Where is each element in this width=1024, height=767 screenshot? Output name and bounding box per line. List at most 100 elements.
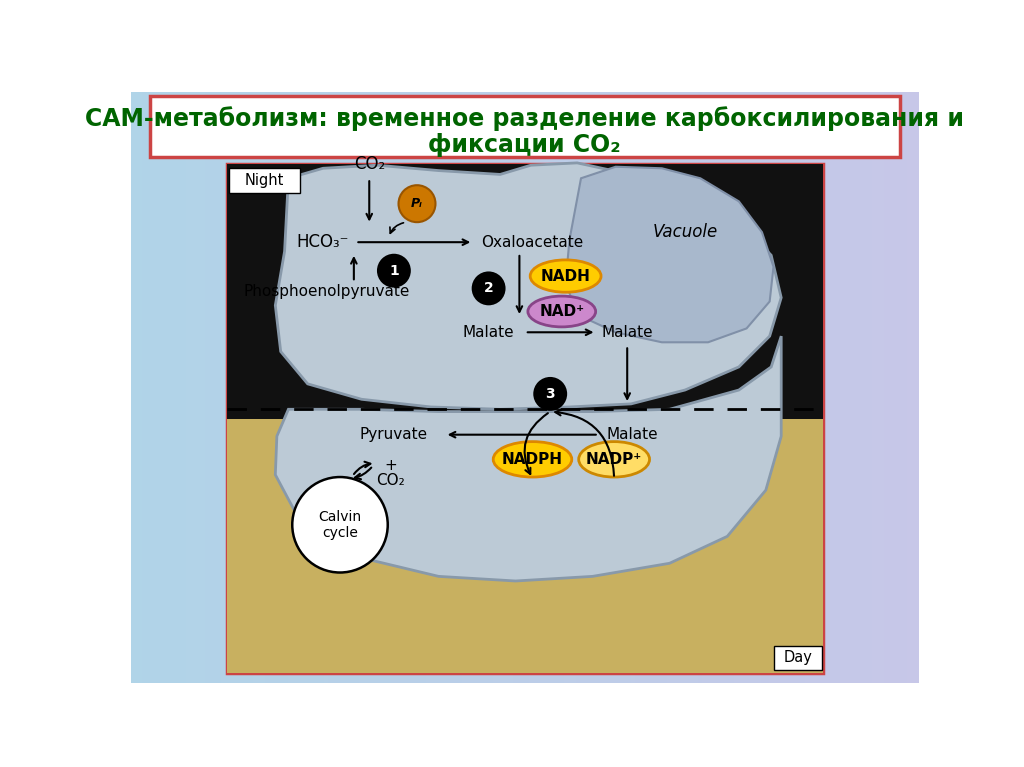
Bar — [336, 92, 340, 683]
Text: Malate: Malate — [607, 427, 658, 443]
Bar — [899, 92, 903, 683]
Bar — [281, 92, 285, 683]
Bar — [785, 92, 788, 683]
Bar — [679, 92, 682, 683]
Bar — [466, 92, 470, 683]
Bar — [852, 92, 856, 683]
Bar — [446, 92, 450, 683]
Bar — [844, 92, 848, 683]
Bar — [182, 92, 185, 683]
Bar — [564, 92, 568, 683]
Bar — [340, 92, 343, 683]
Bar — [620, 92, 624, 683]
Bar — [824, 92, 828, 683]
Bar — [308, 92, 312, 683]
Bar — [517, 92, 521, 683]
Bar — [694, 92, 698, 683]
Bar — [359, 92, 364, 683]
Bar — [682, 92, 686, 683]
Bar — [750, 92, 754, 683]
Bar — [442, 92, 446, 683]
Text: Malate: Malate — [463, 324, 514, 340]
Bar — [328, 92, 332, 683]
Bar — [470, 92, 473, 683]
Bar — [489, 92, 494, 683]
Bar — [769, 92, 773, 683]
Bar — [788, 92, 793, 683]
Text: Oxaloacetate: Oxaloacetate — [481, 235, 583, 250]
Bar — [734, 92, 737, 683]
Bar — [651, 92, 655, 683]
Bar — [911, 92, 915, 683]
Bar — [635, 92, 639, 683]
Bar — [158, 92, 162, 683]
Bar — [226, 163, 823, 420]
Text: HCO₃⁻: HCO₃⁻ — [297, 233, 349, 251]
Bar — [895, 92, 899, 683]
Bar — [745, 92, 750, 683]
Bar — [765, 92, 769, 683]
Bar — [185, 92, 189, 683]
Text: Malate: Malate — [601, 324, 653, 340]
Bar — [245, 92, 249, 683]
Bar — [903, 92, 907, 683]
Bar — [407, 92, 411, 683]
Bar — [300, 92, 304, 683]
Bar — [241, 92, 245, 683]
Bar — [837, 92, 840, 683]
Bar — [296, 92, 300, 683]
Bar — [671, 92, 675, 683]
Text: Day: Day — [783, 650, 813, 665]
Bar — [828, 92, 833, 683]
Bar — [588, 92, 592, 683]
Text: САМ-метаболизм: временное разделение карбоксилирования и: САМ-метаболизм: временное разделение кар… — [85, 107, 965, 131]
Text: Pyruvate: Pyruvate — [359, 427, 428, 443]
Bar — [213, 92, 217, 683]
Bar — [867, 92, 871, 683]
Bar — [332, 92, 336, 683]
Text: Calvin
cycle: Calvin cycle — [318, 510, 361, 540]
Bar — [856, 92, 860, 683]
Bar — [871, 92, 876, 683]
Bar — [351, 92, 355, 683]
Bar — [600, 92, 604, 683]
Polygon shape — [565, 166, 773, 342]
Bar — [198, 92, 202, 683]
Bar — [347, 92, 351, 683]
Circle shape — [292, 477, 388, 572]
Circle shape — [534, 377, 567, 411]
Bar — [249, 92, 253, 683]
Bar — [611, 92, 615, 683]
Bar — [402, 92, 407, 683]
Bar — [355, 92, 359, 683]
Bar — [631, 92, 635, 683]
Bar — [524, 92, 528, 683]
Bar — [364, 92, 368, 683]
FancyBboxPatch shape — [229, 168, 300, 193]
Bar — [797, 92, 801, 683]
Text: 2: 2 — [483, 281, 494, 295]
Bar — [289, 92, 292, 683]
Bar — [415, 92, 419, 683]
Bar — [233, 92, 237, 683]
Circle shape — [377, 254, 411, 288]
Text: Pᵢ: Pᵢ — [411, 197, 423, 210]
Circle shape — [472, 272, 506, 305]
Bar — [572, 92, 577, 683]
Bar — [438, 92, 442, 683]
Bar — [174, 92, 178, 683]
Bar — [667, 92, 671, 683]
Bar — [730, 92, 734, 683]
Bar — [253, 92, 257, 683]
Bar — [658, 92, 663, 683]
Bar — [162, 92, 166, 683]
Bar — [714, 92, 718, 683]
Bar — [615, 92, 620, 683]
Bar — [880, 92, 884, 683]
Bar — [138, 92, 142, 683]
Bar — [422, 92, 426, 683]
Bar — [840, 92, 844, 683]
Bar — [686, 92, 690, 683]
Bar — [501, 92, 505, 683]
Bar — [387, 92, 391, 683]
